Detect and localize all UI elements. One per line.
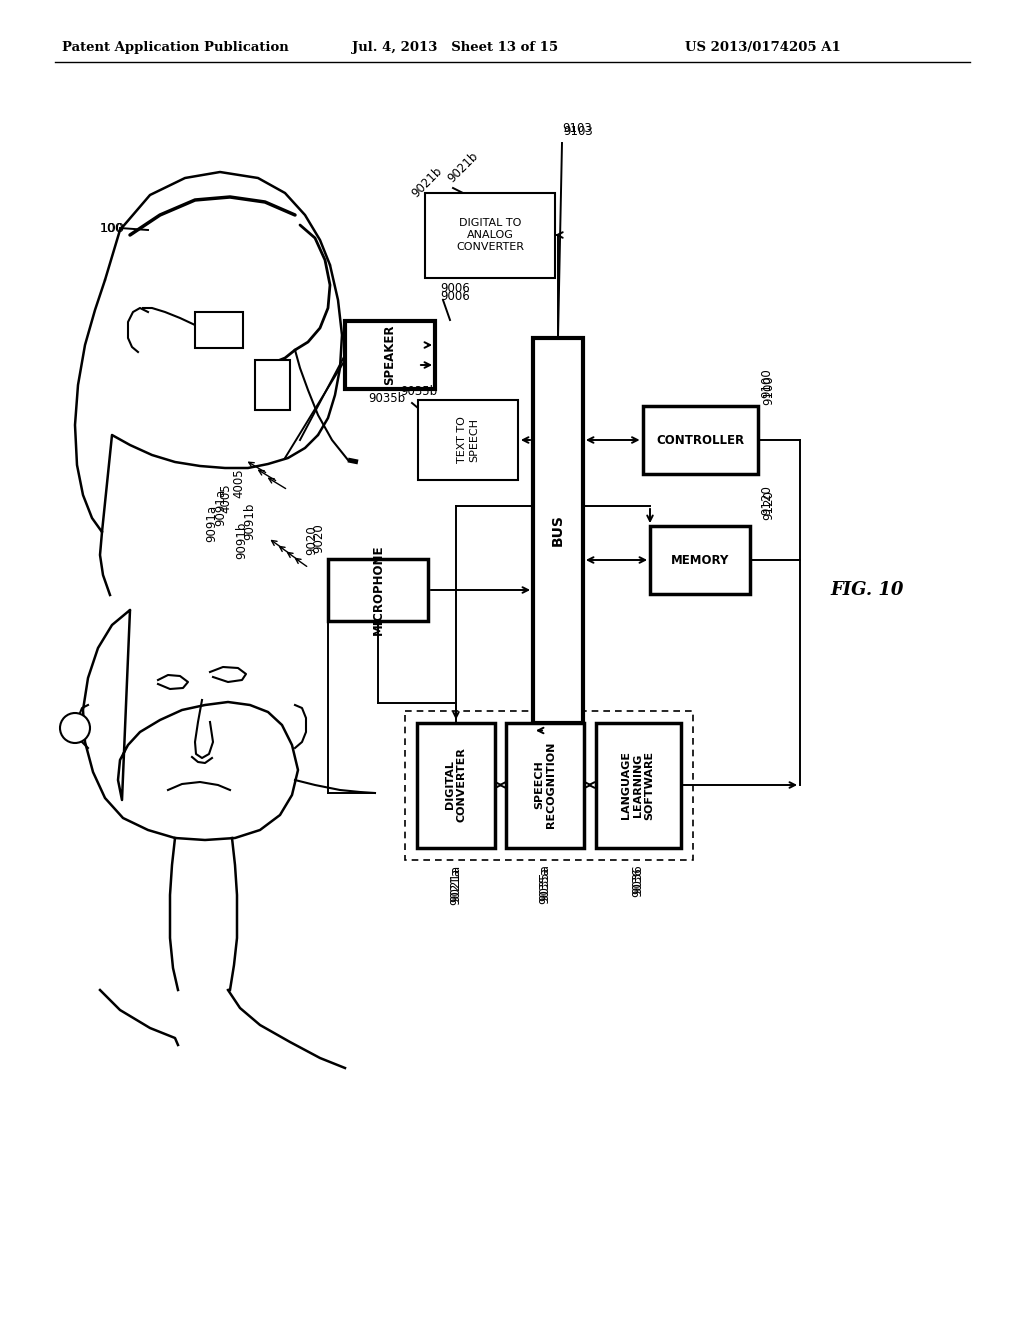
Text: 9091a: 9091a bbox=[214, 488, 227, 525]
Text: Patent Application Publication: Patent Application Publication bbox=[62, 41, 289, 54]
Text: SPEECH
RECOGNITION: SPEECH RECOGNITION bbox=[535, 742, 556, 828]
Bar bbox=[195, 312, 243, 348]
Text: LANGUAGE
LEARNING
SOFTWARE: LANGUAGE LEARNING SOFTWARE bbox=[622, 751, 654, 820]
Text: US 2013/0174205 A1: US 2013/0174205 A1 bbox=[685, 41, 841, 54]
Text: TEXT TO
SPEECH: TEXT TO SPEECH bbox=[457, 417, 479, 463]
Text: 9091b: 9091b bbox=[243, 503, 256, 540]
Text: SPEAKER: SPEAKER bbox=[384, 325, 396, 385]
Bar bbox=[506, 722, 584, 847]
Text: 9103: 9103 bbox=[563, 125, 593, 139]
Text: 9021a: 9021a bbox=[450, 867, 463, 904]
Text: 9021b: 9021b bbox=[445, 149, 480, 185]
Text: FIG. 10: FIG. 10 bbox=[830, 581, 903, 599]
Bar bbox=[642, 407, 758, 474]
Text: 9021a: 9021a bbox=[450, 865, 463, 902]
Text: 9035b: 9035b bbox=[368, 392, 406, 405]
Text: 9021b: 9021b bbox=[410, 165, 445, 201]
Text: 9006: 9006 bbox=[440, 282, 470, 294]
Text: 9091a: 9091a bbox=[205, 504, 218, 541]
Text: DIGITAL
CONVERTER: DIGITAL CONVERTER bbox=[445, 747, 467, 822]
Bar bbox=[650, 525, 750, 594]
Bar bbox=[345, 321, 435, 389]
Text: 9035b: 9035b bbox=[400, 385, 437, 399]
Text: 9020: 9020 bbox=[312, 523, 325, 553]
Text: 9103: 9103 bbox=[562, 121, 592, 135]
Circle shape bbox=[60, 713, 90, 743]
Text: 9036: 9036 bbox=[632, 867, 644, 898]
Text: MICROPHONE: MICROPHONE bbox=[372, 545, 384, 635]
Bar bbox=[406, 710, 692, 859]
Text: 9035a: 9035a bbox=[539, 865, 552, 902]
Text: 9091b: 9091b bbox=[234, 521, 248, 558]
Text: BUS: BUS bbox=[551, 513, 565, 546]
Text: 9020: 9020 bbox=[305, 525, 318, 554]
Text: MEMORY: MEMORY bbox=[671, 553, 729, 566]
Bar bbox=[425, 193, 555, 277]
Text: 100: 100 bbox=[100, 222, 125, 235]
Text: 100: 100 bbox=[100, 222, 124, 235]
Text: 4005: 4005 bbox=[219, 483, 232, 512]
Text: 9120: 9120 bbox=[760, 486, 773, 515]
Text: Jul. 4, 2013   Sheet 13 of 15: Jul. 4, 2013 Sheet 13 of 15 bbox=[352, 41, 558, 54]
Text: CONTROLLER: CONTROLLER bbox=[656, 433, 744, 446]
Text: 9100: 9100 bbox=[762, 375, 775, 405]
Text: 4005: 4005 bbox=[232, 469, 245, 498]
Text: 9035a: 9035a bbox=[539, 867, 552, 904]
Bar bbox=[534, 338, 583, 722]
Bar bbox=[255, 360, 290, 411]
Text: 9120: 9120 bbox=[762, 490, 775, 520]
Bar bbox=[328, 558, 428, 620]
Text: 9006: 9006 bbox=[440, 290, 470, 304]
Bar bbox=[596, 722, 681, 847]
Text: 9100: 9100 bbox=[760, 368, 773, 399]
Text: 9036: 9036 bbox=[632, 865, 644, 894]
Bar bbox=[417, 722, 495, 847]
Text: DIGITAL TO
ANALOG
CONVERTER: DIGITAL TO ANALOG CONVERTER bbox=[456, 218, 524, 252]
Bar bbox=[418, 400, 518, 480]
